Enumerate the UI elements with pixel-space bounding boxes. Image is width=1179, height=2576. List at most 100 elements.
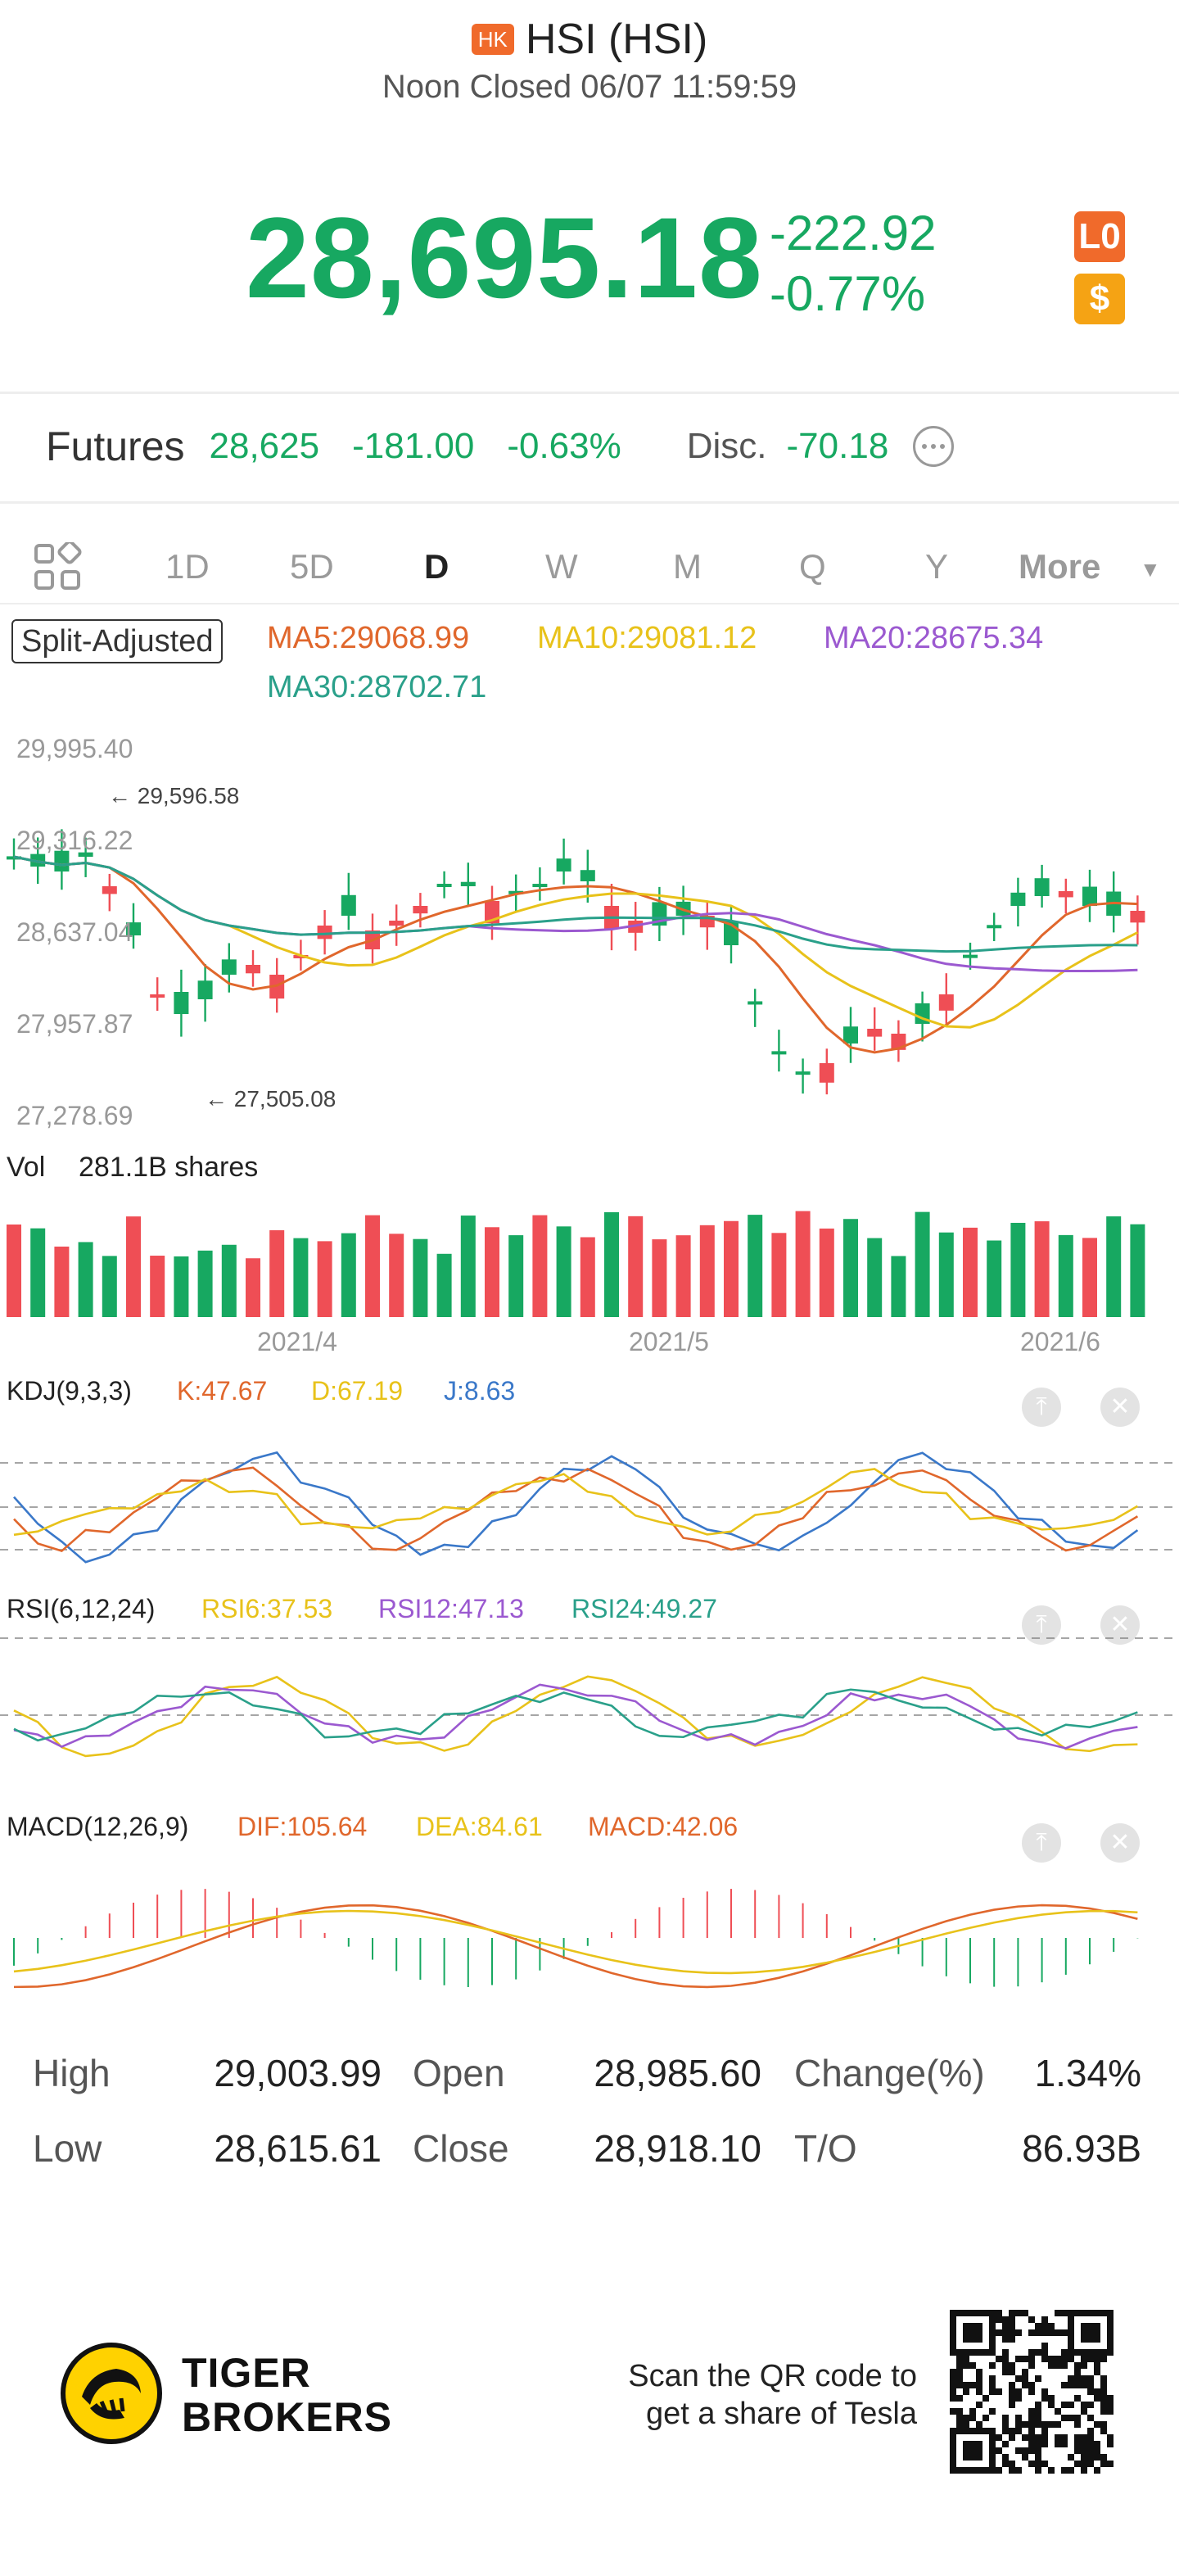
qr-module [1041, 2461, 1048, 2467]
futures-row[interactable]: Futures 28,625 -181.00 -0.63% Disc. -70.… [46, 418, 955, 475]
indicator-line [13, 1451, 1139, 1564]
candle-body [150, 994, 165, 998]
macd-chart[interactable] [0, 1848, 1179, 2020]
tab-day[interactable]: D [424, 547, 449, 586]
kdj-title: KDJ(9,3,3) [7, 1376, 132, 1406]
volume-bar [819, 1228, 834, 1317]
qr-finder [950, 2310, 996, 2356]
qr-module [1002, 2428, 1009, 2434]
qr-module [1041, 2441, 1048, 2447]
tiger-logo-icon [61, 2343, 162, 2444]
volume-label: Vol [7, 1152, 46, 1183]
qr-code-icon[interactable] [950, 2310, 1114, 2474]
futures-change-percent: -0.63% [507, 426, 621, 466]
qr-module [956, 2408, 963, 2415]
qr-module [1015, 2310, 1022, 2316]
chevron-down-icon[interactable]: ▼ [1140, 557, 1161, 582]
qr-module [1028, 2461, 1035, 2467]
qr-module [989, 2375, 996, 2382]
macd-title: MACD(12,26,9) [7, 1812, 189, 1841]
qr-module [976, 2382, 982, 2388]
qr-module [1081, 2356, 1087, 2362]
qr-module [1009, 2336, 1015, 2343]
qr-module [963, 2421, 969, 2428]
level-badge[interactable]: L0 [1074, 211, 1125, 262]
qr-module [1028, 2316, 1035, 2323]
qr-module [1041, 2356, 1048, 2362]
qr-module [1028, 2447, 1035, 2454]
volume-bar [30, 1228, 46, 1317]
indicator-line [13, 1688, 1138, 1742]
qr-module [1035, 2447, 1041, 2454]
tab-week[interactable]: W [545, 547, 578, 586]
volume-bar [628, 1216, 644, 1317]
qr-module [1074, 2415, 1081, 2421]
qr-module [956, 2362, 963, 2369]
qr-module [1015, 2421, 1022, 2428]
price-change: -222.92 [770, 206, 937, 260]
qr-module [1081, 2408, 1087, 2415]
qr-module [1055, 2362, 1061, 2369]
tab-month[interactable]: M [673, 547, 702, 586]
qr-module [956, 2369, 963, 2375]
rsi-chart[interactable] [0, 1630, 1179, 1802]
pin-top-icon[interactable]: ⤒ [1022, 1388, 1061, 1427]
futures-change: -181.00 [352, 426, 475, 466]
volume-bar [843, 1219, 858, 1317]
candle-body [341, 894, 356, 916]
low-label: Low [33, 2127, 102, 2170]
qr-module [1048, 2395, 1055, 2402]
volume-bar [1130, 1224, 1145, 1317]
tab-1d[interactable]: 1D [165, 547, 210, 586]
qr-module [1035, 2408, 1041, 2415]
qr-module [1055, 2310, 1061, 2316]
qr-module [1074, 2447, 1081, 2454]
tab-more[interactable]: More [1019, 547, 1101, 586]
qr-module [1002, 2336, 1009, 2343]
split-adjusted-toggle[interactable]: Split-Adjusted [11, 619, 224, 663]
candle-body [317, 926, 332, 939]
qr-module [982, 2415, 989, 2421]
qr-module [1028, 2434, 1035, 2441]
qr-module [1061, 2310, 1068, 2316]
qr-finder-center [963, 2441, 982, 2461]
qr-module [1074, 2461, 1081, 2467]
qr-module [1055, 2421, 1061, 2428]
qr-module [1002, 2415, 1009, 2421]
qr-module [1035, 2467, 1041, 2474]
candlestick-chart[interactable] [0, 721, 1179, 1147]
indicator-line [13, 1466, 1139, 1553]
more-options-icon[interactable] [913, 426, 955, 467]
futures-label: Futures [46, 423, 185, 469]
qr-module [1028, 2329, 1035, 2336]
qr-module [1048, 2356, 1055, 2362]
close-icon[interactable]: ✕ [1100, 1388, 1140, 1427]
qr-module [1028, 2388, 1035, 2395]
qr-module [1081, 2454, 1087, 2461]
qr-module [1035, 2349, 1041, 2356]
qr-module [1041, 2323, 1048, 2329]
qr-module [1022, 2375, 1028, 2382]
brand-name-line1: TIGER [182, 2350, 311, 2396]
qr-module [1055, 2356, 1061, 2362]
layout-grid-icon[interactable] [33, 542, 82, 591]
tab-5d[interactable]: 5D [290, 547, 334, 586]
tab-quarter[interactable]: Q [799, 547, 826, 586]
volume-chart[interactable] [0, 1188, 1179, 1319]
candle-body [174, 992, 189, 1014]
qr-module [1035, 2434, 1041, 2441]
rsi12-value: RSI12:47.13 [378, 1594, 524, 1623]
pin-top-icon[interactable]: ⤒ [1022, 1823, 1061, 1863]
qr-module [1107, 2461, 1114, 2467]
qr-module [1022, 2369, 1028, 2375]
qr-module [1061, 2415, 1068, 2421]
currency-badge[interactable]: $ [1074, 274, 1125, 324]
qr-module [1100, 2388, 1107, 2395]
close-icon[interactable]: ✕ [1100, 1823, 1140, 1863]
qr-module [1009, 2362, 1015, 2369]
kdj-chart[interactable] [0, 1417, 1179, 1597]
volume-bar [126, 1216, 141, 1317]
qr-module [1087, 2382, 1094, 2388]
qr-module [1009, 2369, 1015, 2375]
tab-year[interactable]: Y [925, 547, 949, 586]
